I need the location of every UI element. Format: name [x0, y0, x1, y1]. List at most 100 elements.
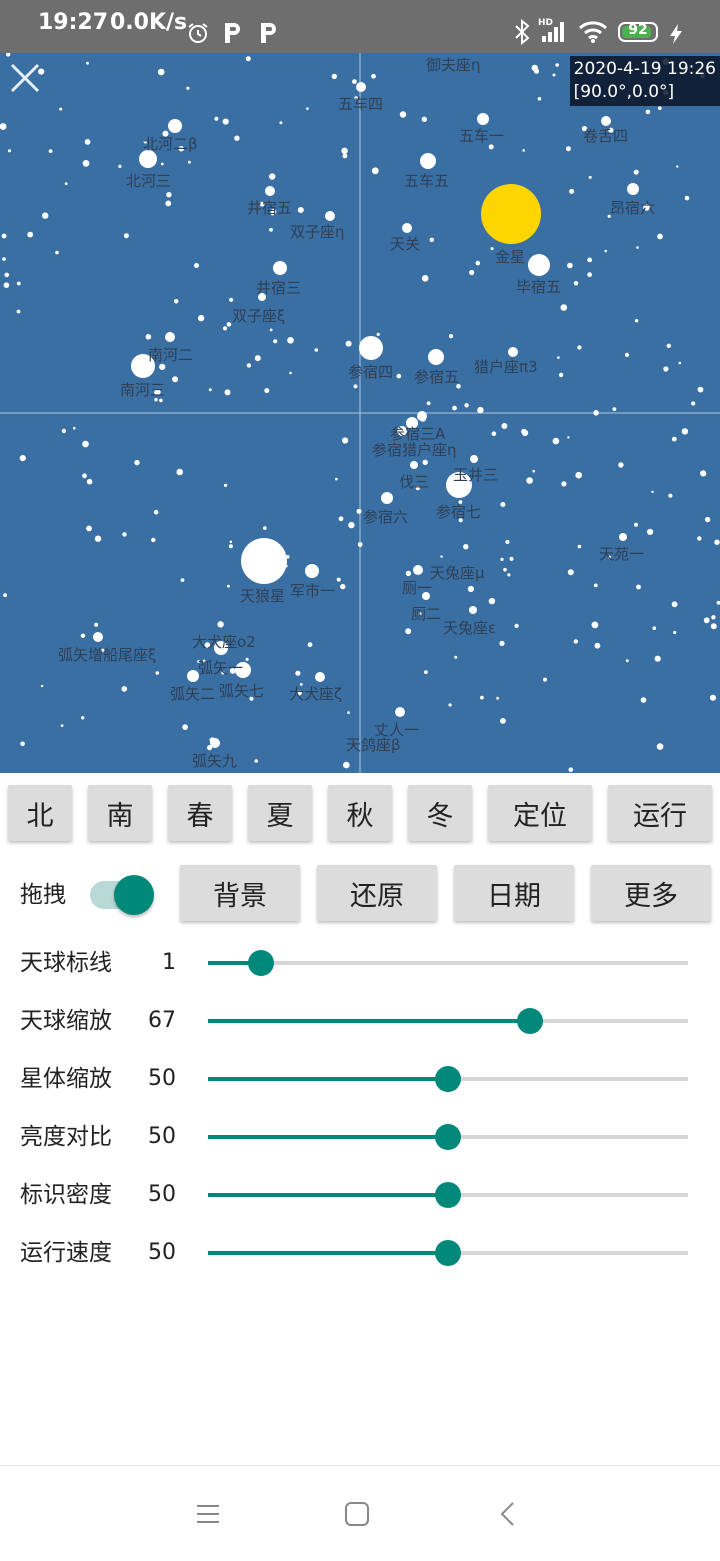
background-star — [376, 332, 380, 336]
slider-label: 星体缩放 — [20, 1066, 112, 1092]
background-star — [396, 373, 402, 379]
background-star — [151, 537, 156, 543]
star-jingxiu-wu — [265, 186, 275, 196]
star-rigel — [446, 472, 472, 498]
slider-thumb[interactable] — [516, 1008, 543, 1034]
autumn-button[interactable]: 秋 — [328, 785, 392, 841]
background-star — [496, 696, 499, 700]
planet-venus — [481, 184, 541, 244]
background-star — [531, 64, 538, 72]
background-star — [229, 668, 236, 674]
north-button[interactable]: 北 — [8, 785, 72, 841]
star-label: 天关 — [390, 235, 420, 253]
slider-thumb[interactable] — [247, 950, 274, 976]
background-star — [82, 473, 87, 479]
background-star — [625, 659, 629, 663]
background-star — [178, 146, 184, 152]
background-star — [454, 655, 458, 659]
background-star — [64, 182, 68, 186]
background-star — [422, 459, 428, 465]
background-star — [264, 388, 270, 394]
slider-track[interactable] — [208, 1008, 688, 1034]
background-star — [7, 149, 12, 153]
winter-button[interactable]: 冬 — [408, 785, 472, 841]
alarm-icon — [186, 21, 210, 45]
background-star — [159, 398, 163, 403]
background-star — [577, 345, 582, 350]
slider-track[interactable] — [208, 1124, 688, 1150]
sky-map[interactable]: 御夫座η 五车四 五车一 卷舌四 北河二β 北河三 五车五 井宿五 双子座η 天关 昂宿六 金星 毕宿五… — [0, 53, 720, 773]
background-star — [429, 237, 434, 242]
locate-button[interactable]: 定位 — [488, 785, 592, 841]
star-label: 大犬座ζ — [289, 685, 342, 703]
background-star — [469, 269, 475, 276]
slider-thumb[interactable] — [435, 1066, 461, 1092]
background-star — [38, 68, 45, 75]
background-star — [335, 477, 338, 481]
back-icon[interactable] — [493, 1498, 525, 1530]
p-app-icon — [222, 21, 244, 45]
star-beihe-er — [168, 119, 182, 133]
date-button[interactable]: 日期 — [454, 865, 574, 921]
background-star — [207, 745, 213, 751]
close-icon[interactable] — [8, 61, 42, 95]
slider-track[interactable] — [208, 1182, 688, 1208]
slider-star-scale: 星体缩放 50 — [0, 1059, 720, 1099]
toggle-thumb[interactable] — [114, 875, 154, 915]
background-star — [84, 139, 91, 145]
background-star — [700, 470, 707, 477]
more-button[interactable]: 更多 — [591, 865, 711, 921]
background-star — [581, 125, 588, 132]
background-star — [27, 231, 34, 238]
background-star — [565, 146, 571, 152]
background-star — [456, 384, 461, 389]
slider-track[interactable] — [208, 1066, 688, 1092]
background-star — [703, 617, 710, 624]
background-star — [657, 233, 663, 240]
slider-track[interactable] — [208, 950, 688, 976]
background-star — [122, 532, 127, 537]
slider-thumb[interactable] — [435, 1240, 461, 1266]
star-label: 五车一 — [459, 127, 504, 145]
background-star — [42, 212, 49, 219]
background-button[interactable]: 背景 — [180, 865, 300, 921]
slider-thumb[interactable] — [435, 1182, 461, 1208]
background-star — [172, 376, 179, 383]
menu-icon[interactable] — [192, 1498, 224, 1530]
star-label: 厕一 — [402, 579, 432, 597]
run-button[interactable]: 运行 — [608, 785, 712, 841]
background-star — [94, 622, 99, 627]
star-tianyuan-yi — [619, 533, 627, 541]
background-star — [552, 437, 560, 445]
sky-coords: [90.0°,0.0°] — [573, 82, 675, 102]
star-orion-pi3 — [508, 347, 518, 357]
south-button[interactable]: 南 — [88, 785, 152, 841]
background-star — [645, 109, 651, 115]
background-star — [654, 655, 661, 662]
background-star — [691, 401, 696, 406]
background-star — [569, 188, 575, 194]
home-icon[interactable] — [341, 1498, 373, 1530]
background-star — [671, 436, 677, 442]
close-button[interactable] — [8, 61, 42, 95]
background-star — [229, 540, 233, 544]
spring-button[interactable]: 春 — [168, 785, 232, 841]
background-star — [73, 426, 76, 430]
star-fa-san — [410, 461, 418, 469]
background-star — [503, 567, 507, 572]
background-star — [399, 111, 407, 118]
background-star — [634, 522, 638, 527]
slider-value: 50 — [148, 1240, 176, 1265]
slider-thumb[interactable] — [435, 1124, 461, 1150]
star-label: 玉井三 — [453, 466, 498, 484]
star-label: 参宿猎户座η — [372, 441, 457, 459]
slider-value: 50 — [148, 1124, 176, 1149]
drag-toggle[interactable] — [90, 875, 154, 915]
summer-button[interactable]: 夏 — [248, 785, 312, 841]
star-label: 井宿五 — [247, 199, 292, 217]
background-star — [342, 437, 349, 444]
star-label: 弧矢七 — [219, 682, 264, 700]
slider-track[interactable] — [208, 1240, 688, 1266]
reset-button[interactable]: 还原 — [317, 865, 437, 921]
